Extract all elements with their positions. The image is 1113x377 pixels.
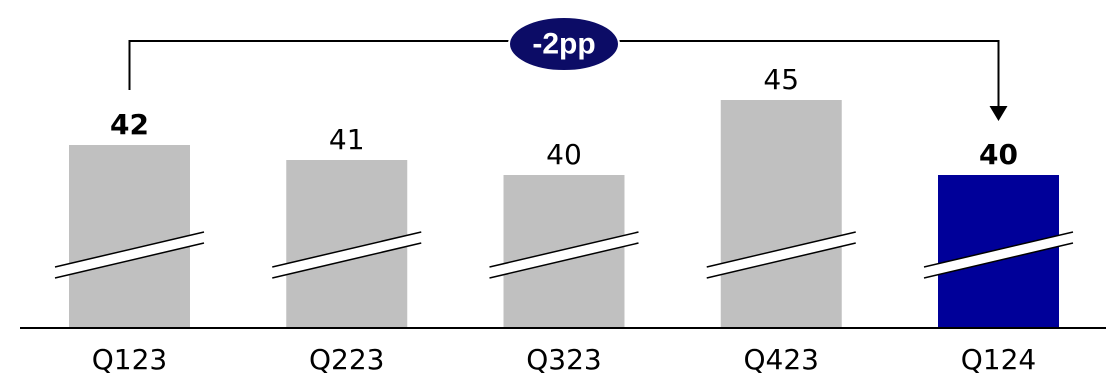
change-badge (508, 16, 620, 72)
axis-break-mark (489, 231, 639, 279)
value-label: 45 (763, 63, 799, 96)
comparison-annotation: -2pp (128, 16, 1008, 121)
change-badge-label: -2pp (532, 28, 595, 61)
bar-q123 (69, 145, 190, 328)
value-label: 40 (546, 138, 582, 171)
axis-break-mark (923, 231, 1074, 279)
value-label: 42 (110, 108, 149, 141)
x-tick-label: Q423 (744, 343, 819, 376)
value-labels: 42 41 40 45 40 (110, 63, 1018, 171)
x-tick-labels: Q123 Q223 Q323 Q423 Q124 (92, 343, 1036, 376)
x-tick-label: Q323 (526, 343, 601, 376)
x-tick-label: Q123 (92, 343, 167, 376)
x-tick-label: Q223 (309, 343, 384, 376)
bars-layer (54, 100, 1074, 328)
axis-break-mark (706, 231, 856, 279)
bar-q423 (720, 100, 842, 328)
x-tick-label: Q124 (961, 343, 1036, 376)
value-label: 40 (979, 138, 1018, 171)
axis-break-mark (54, 231, 205, 279)
value-label: 41 (329, 123, 365, 156)
axis-break-mark (272, 231, 422, 279)
arrow-down-icon (989, 106, 1008, 121)
